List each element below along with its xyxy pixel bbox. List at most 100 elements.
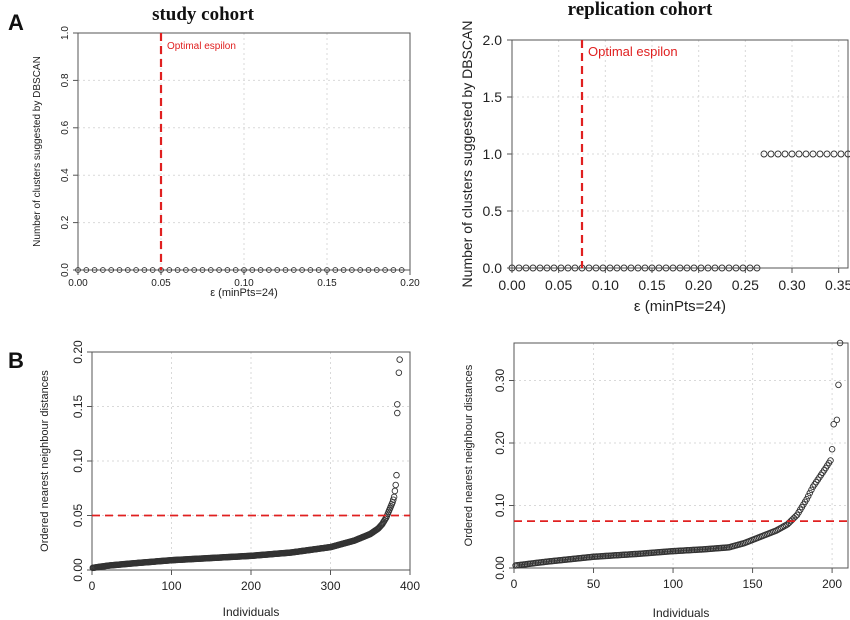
data-point	[844, 150, 850, 158]
plots-group: 0.00 0.05 0.10 0.15 0.200.00.20.40.60.81.0ε …	[32, 21, 850, 620]
y-tick-label: 0.10	[71, 449, 85, 473]
x-tick-label: 0.30	[778, 277, 805, 293]
x-tick-label: 0	[511, 577, 518, 591]
data-point	[390, 493, 398, 501]
data-point	[191, 267, 198, 273]
y-axis-label: Number of clusters suggested by DBSCAN	[459, 21, 475, 288]
data-point	[373, 267, 380, 273]
data-point	[357, 267, 364, 273]
x-tick-label: 0.25	[732, 277, 759, 293]
data-point	[133, 267, 139, 273]
data-point	[299, 267, 305, 273]
optimal-epsilon-label: Optimal espilon	[167, 41, 236, 52]
y-tick-label: 0.4	[60, 168, 71, 182]
data-point	[833, 416, 841, 424]
y-axis-label: Ordered nearest neighbour distances	[463, 364, 475, 546]
data-point	[91, 267, 98, 273]
data-point	[522, 264, 530, 272]
x-axis-label: Individuals	[223, 605, 280, 619]
y-tick-label: 0.20	[493, 431, 507, 455]
y-tick-label: 1.0	[483, 146, 503, 162]
data-point	[828, 446, 836, 453]
data-point	[781, 522, 788, 530]
data-point	[662, 264, 670, 272]
x-axis-label: Individuals	[653, 606, 710, 620]
x-axis-label: ε (minPts=24)	[210, 287, 278, 299]
x-tick-label: 0.10	[592, 277, 619, 293]
data-point	[282, 267, 289, 273]
data-point	[207, 267, 214, 273]
y-tick-label: 0.00	[71, 558, 85, 582]
data-point	[648, 264, 656, 272]
x-tick-label: 100	[663, 577, 683, 591]
title-replication-cohort: replication cohort	[568, 0, 713, 20]
plot-a2: 0.00 0.05 0.10 0.15 0.20 0.25 0.30 0.35 0.0 0.5 1.…	[459, 21, 850, 315]
x-tick-label: 0.20	[685, 277, 712, 293]
y-tick-label: 0.10	[493, 493, 507, 517]
data-point	[803, 496, 810, 503]
y-tick-label: 0.20	[71, 340, 85, 364]
data-point	[711, 264, 719, 272]
y-tick-label: 0.2	[60, 215, 71, 229]
data-point	[781, 150, 789, 158]
data-point	[634, 264, 642, 272]
data-point	[823, 150, 831, 158]
data-point	[806, 489, 814, 497]
data-point	[241, 267, 247, 273]
plot-frame	[91, 351, 411, 571]
plot-frame	[77, 32, 411, 271]
data-point	[592, 264, 600, 272]
x-tick-label: 0.00	[498, 277, 525, 293]
y-tick-label: 0.15	[71, 394, 85, 418]
data-point	[183, 267, 189, 273]
data-point	[830, 421, 837, 428]
data-point	[124, 267, 131, 273]
x-tick-label: 0.35	[825, 277, 850, 293]
x-tick-label: 0.15	[638, 277, 665, 293]
data-point	[795, 150, 803, 158]
y-tick-label: 0.8	[60, 73, 71, 87]
data-point	[307, 267, 314, 273]
x-tick-label: 50	[587, 577, 601, 591]
x-tick-label: 0.20	[400, 278, 420, 289]
y-tick-label: 0.05	[71, 503, 85, 527]
x-tick-label: 0.05	[545, 277, 572, 293]
x-tick-label: 300	[320, 579, 340, 593]
x-tick-label: 0.00	[68, 278, 88, 289]
data-point	[816, 150, 824, 158]
data-point	[543, 264, 551, 272]
data-point	[398, 267, 405, 273]
data-point	[199, 267, 206, 273]
data-point	[391, 487, 399, 495]
data-point	[571, 264, 579, 272]
x-axis-label: ε (minPts=24)	[634, 298, 726, 315]
data-point	[315, 267, 322, 273]
data-point	[536, 264, 544, 272]
data-point	[290, 267, 297, 273]
data-point	[149, 267, 156, 273]
data-point	[620, 264, 628, 272]
data-point	[599, 264, 607, 272]
data-point	[174, 267, 181, 273]
data-point	[515, 264, 523, 272]
data-point	[804, 492, 812, 500]
data-point	[141, 267, 148, 273]
data-point	[718, 264, 726, 272]
data-point	[739, 264, 747, 272]
data-point	[75, 267, 81, 273]
x-tick-label: 0	[89, 579, 96, 593]
data-point	[332, 267, 339, 273]
y-tick-label: 0.0	[60, 263, 71, 277]
y-tick-label: 1.5	[483, 89, 503, 105]
data-point	[690, 264, 698, 272]
data-point	[792, 513, 799, 520]
data-point	[390, 267, 397, 273]
data-point	[108, 267, 115, 273]
data-point	[827, 457, 834, 464]
y-tick-label: 1.0	[60, 26, 71, 40]
data-point	[835, 381, 842, 389]
panel-label-b: B	[8, 348, 24, 373]
data-point	[774, 526, 782, 533]
x-tick-label: 0.10	[234, 278, 254, 289]
